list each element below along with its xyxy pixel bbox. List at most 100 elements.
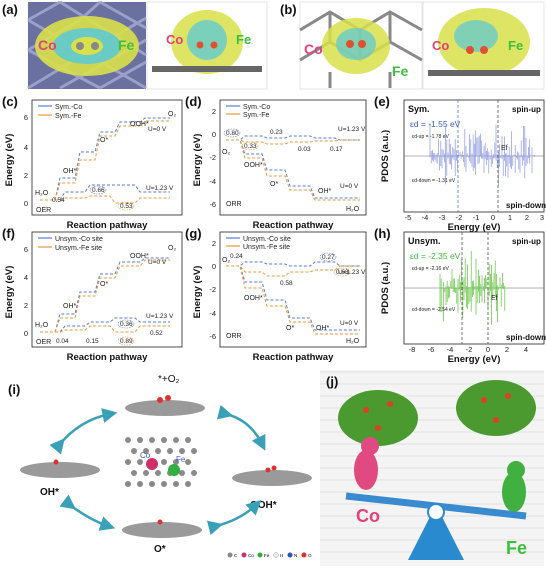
- xticks-h: -8 -6 -4 -2 0 2 4: [409, 345, 528, 354]
- ytick-c-3: 0: [24, 199, 28, 208]
- carbon-atom: [179, 448, 185, 454]
- eddown-h: εd-down = -2.54 eV: [412, 307, 456, 313]
- fe-figure: [502, 472, 526, 512]
- carbon-atom: [185, 459, 191, 465]
- ytick-c-2: 2: [24, 171, 28, 180]
- xtick-e-4: -1: [473, 213, 480, 222]
- legend-d-co: Sym.-Co: [243, 104, 270, 111]
- carbon-atom: [131, 448, 137, 454]
- xtick-h-0: -8: [409, 345, 416, 354]
- state-d-0: O₂: [222, 149, 230, 156]
- ef-h: Ef: [491, 295, 498, 302]
- val-c-1: 0.66: [92, 187, 105, 194]
- state-d-3: OH*: [318, 188, 332, 195]
- ytick-f-3: 0: [24, 329, 28, 338]
- fe-label-j: Fe: [506, 538, 527, 558]
- pdos-curve-h: [439, 251, 506, 326]
- u0-d: U=0 V: [340, 183, 359, 190]
- spindown-e: spin-down: [506, 201, 546, 210]
- el-legend-h: H: [280, 553, 283, 558]
- xlabel-h: Energy (eV): [448, 354, 501, 365]
- ytick-d-2: -2: [209, 153, 216, 162]
- tag-h: Unsym.: [408, 236, 441, 246]
- ytick-f-1: 4: [24, 273, 28, 282]
- ytick-f-2: 2: [24, 301, 28, 310]
- carbon-atom: [155, 448, 161, 454]
- co-label-j: Co: [356, 506, 380, 526]
- ytick-g-1: 0: [212, 262, 216, 271]
- seesaw-fulcrum: [408, 505, 464, 560]
- panel-b: (b) Co Fe Co Fe: [280, 1, 545, 90]
- val-c-2: 0.53: [120, 203, 133, 210]
- ytick-d-4: -6: [209, 200, 216, 209]
- panel-a: (a) Co Fe Co Fe: [2, 0, 268, 90]
- val-d-0: 0.80: [226, 130, 239, 137]
- ytick-d-0: 2: [212, 107, 216, 116]
- legend-f-co: Unsym.-Co site: [55, 236, 103, 243]
- ylabel-d: Energy (eV): [192, 134, 203, 187]
- ed-e: εd = -1.55 eV: [410, 119, 461, 129]
- tag-f: OER: [36, 339, 51, 346]
- legend-g-fe: Unsym.-Fe site: [243, 244, 290, 251]
- xtick-e-3: -2: [456, 213, 463, 222]
- carbon-atom: [185, 481, 191, 487]
- carbon-atom: [167, 448, 173, 454]
- state-i-right: OOH*: [250, 500, 277, 511]
- state-d-1: OOH*: [244, 162, 263, 169]
- state-i-top: *+O₂: [158, 374, 180, 385]
- carbon-atom: [137, 459, 143, 465]
- xtick-e-5: 0: [491, 213, 495, 222]
- u0-f: U=0 V: [148, 259, 167, 266]
- co-label-b: Co: [304, 41, 323, 57]
- plot-frame-f: [31, 231, 183, 348]
- u123-d: U=1.23 V: [338, 126, 366, 133]
- slab-top: [125, 400, 205, 416]
- fe-label-a2: Fe: [236, 32, 251, 47]
- edup-e: εd-up = -1.78 eV: [412, 134, 450, 140]
- fe-label-b: Fe: [392, 63, 409, 79]
- ylabel-h: PDOS (a.u.): [380, 262, 391, 314]
- val-f-1: 0.15: [86, 338, 99, 345]
- carbon-atom: [125, 459, 131, 465]
- xticks-e: -5 -4 -3 -2 -1 0 1 2 3: [405, 213, 544, 222]
- tag-c: OER: [36, 207, 51, 214]
- ylabel-f: Energy (eV): [4, 266, 15, 319]
- fe-label-b2: Fe: [508, 38, 523, 53]
- state-g-3: OH*: [316, 325, 330, 332]
- xtick-h-1: -6: [428, 345, 435, 354]
- ylabel-g: Energy (eV): [192, 266, 203, 319]
- panel-g: (g) Energy (eV) 2 0 -2 -4 -6 Unsym.-Co s…: [185, 226, 367, 363]
- fe-label-a: Fe: [118, 37, 135, 53]
- el-legend-fe: Fe: [264, 553, 270, 558]
- spindown-h: spin-down: [506, 333, 546, 342]
- co-label-b2: Co: [432, 38, 449, 53]
- bush-left: [338, 390, 418, 446]
- ylabel-e: PDOS (a.u.): [380, 130, 391, 182]
- eddown-e: εd-down = -1.31 eV: [412, 178, 456, 184]
- panel-f: (f) Energy (eV) 6 4 2 0 Unsym.-Co site U…: [2, 226, 183, 363]
- carbon-atom: [191, 470, 197, 476]
- ytick-d-1: 0: [212, 130, 216, 139]
- bush-right: [456, 380, 536, 436]
- val-c-0: 0.54: [52, 197, 65, 204]
- state-f-3: OOH*: [130, 253, 149, 260]
- xtick-h-2: -4: [447, 345, 454, 354]
- legend-c-fe: Sym.-Fe: [55, 113, 82, 120]
- slab-right: [232, 470, 312, 486]
- carbon-atom: [161, 459, 167, 465]
- panel-label-f: (f): [2, 226, 15, 241]
- carbon-atom: [149, 481, 155, 487]
- carbon-atom: [173, 459, 179, 465]
- central-lattice: Co Fe: [125, 437, 197, 487]
- panel-d: (d) Energy (eV) 2 0 -2 -4 -6 Sym.-Co Sym…: [185, 94, 367, 231]
- u0-c: U=0 V: [148, 126, 167, 133]
- state-f-0: H₂O: [35, 322, 49, 329]
- carbon-atom: [149, 437, 155, 443]
- carbon-atom: [137, 437, 143, 443]
- carbon-atom: [125, 481, 131, 487]
- panel-label-b: (b): [280, 2, 297, 17]
- carbon-atom: [173, 437, 179, 443]
- carbon-atom: [143, 448, 149, 454]
- xtick-h-4: 0: [486, 345, 490, 354]
